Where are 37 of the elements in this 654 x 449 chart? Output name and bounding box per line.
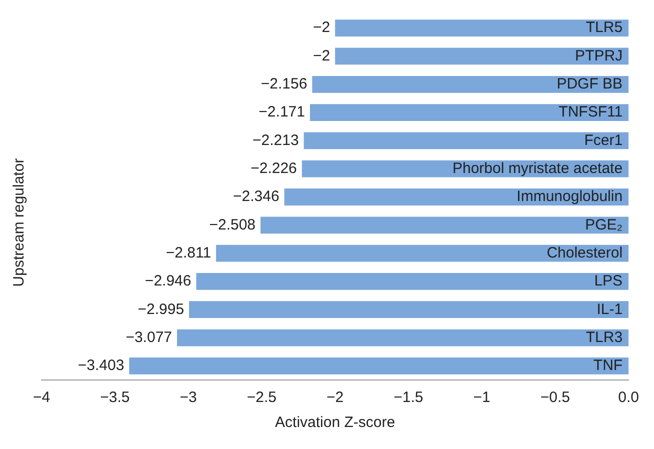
x-tick-label: −2.5 xyxy=(246,389,276,406)
data-label: −2 xyxy=(312,19,330,36)
data-label: −2.171 xyxy=(258,104,305,121)
x-tick-label: −3.5 xyxy=(100,389,130,406)
y-tick-label: PGE₂ xyxy=(585,216,623,234)
y-tick-label: Phorbol myristate acetate xyxy=(452,160,623,177)
y-tick-label: Cholesterol xyxy=(546,244,623,262)
data-label: −2.213 xyxy=(252,132,299,149)
data-label: −2.508 xyxy=(209,216,256,234)
y-tick-label: TNFSF11 xyxy=(558,104,623,121)
data-label: −2.995 xyxy=(138,300,184,318)
data-label: −3.077 xyxy=(126,328,172,346)
y-axis-title: Upstream regulator xyxy=(10,158,28,286)
x-tick-label: −0.5 xyxy=(540,389,570,406)
data-label: −2 xyxy=(312,47,330,64)
data-label: −3.403 xyxy=(78,357,124,374)
data-label: −2.946 xyxy=(144,272,192,290)
x-axis-title: Activation Z-score xyxy=(275,414,396,432)
y-tick-label: LPS xyxy=(594,272,623,290)
x-tick-label: −1.5 xyxy=(394,389,424,406)
x-tick-label: −4 xyxy=(32,389,50,406)
x-tick-label: −2 xyxy=(326,389,344,406)
data-label: −2.156 xyxy=(260,76,308,93)
x-tick-label: −1 xyxy=(473,389,490,406)
data-label: −2.226 xyxy=(250,160,297,177)
data-label: −2.811 xyxy=(166,244,212,262)
y-tick-label: PTPRJ xyxy=(575,47,623,64)
x-tick-label: 0.0 xyxy=(618,389,640,406)
y-tick-label: TNF xyxy=(593,357,623,374)
data-label: −2.346 xyxy=(232,188,280,206)
y-tick-label: TLR5 xyxy=(586,19,623,36)
y-tick-label: IL-1 xyxy=(596,300,623,318)
y-tick-label: PDGF BB xyxy=(556,76,623,93)
x-tick-label: −3 xyxy=(180,389,197,406)
y-tick-label: Immunoglobulin xyxy=(516,188,623,206)
y-tick-label: Fcer1 xyxy=(584,132,623,149)
y-tick-label: TLR3 xyxy=(586,328,623,346)
